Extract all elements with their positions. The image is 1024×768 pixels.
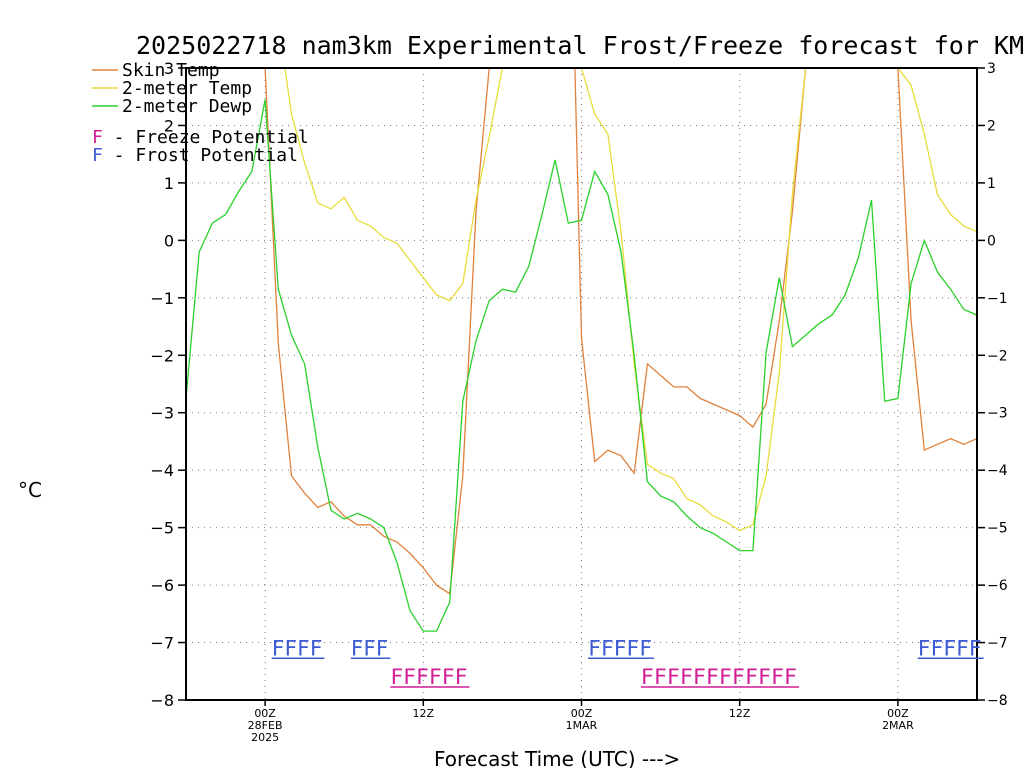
freeze-flag-text: FFFFFFFFFFFF bbox=[641, 665, 797, 689]
legend-skin-label: Skin Temp bbox=[122, 60, 220, 81]
freeze-flag-text: FFFFFF bbox=[390, 665, 467, 689]
y-tick-label-left: 0 bbox=[164, 231, 174, 250]
y-tick-label-right: −4 bbox=[987, 463, 1008, 479]
frost-flag-text: FFFF bbox=[272, 636, 323, 660]
y-tick-label-left: −2 bbox=[150, 346, 174, 365]
series-line-t2m bbox=[284, 68, 977, 532]
y-tick-label-right: −8 bbox=[987, 693, 1008, 709]
y-tick-label-right: −2 bbox=[987, 348, 1008, 364]
series-line-skin bbox=[264, 68, 977, 595]
y-tick-label-right: 0 bbox=[987, 233, 996, 249]
series-line-dew bbox=[186, 99, 977, 632]
frost-flag-text: FFFFF bbox=[588, 636, 652, 660]
x-tick-label: 12Z bbox=[729, 707, 751, 720]
y-tick-label-left: 1 bbox=[164, 174, 174, 193]
y-tick-label-right: −3 bbox=[987, 406, 1008, 422]
y-tick-label-left: 2 bbox=[164, 116, 174, 135]
legend-frost-label: F - Frost Potential bbox=[92, 145, 298, 166]
y-axis-label: °C bbox=[18, 478, 42, 502]
x-tick-date: 28FEB bbox=[248, 719, 283, 732]
y-tick-label-left: −3 bbox=[150, 404, 174, 423]
legend-dew-label: 2-meter Dewp bbox=[122, 96, 252, 117]
y-tick-label-left: −8 bbox=[150, 691, 174, 710]
frost-flag-text: FFFFF bbox=[918, 636, 982, 660]
frost-flag-text: FFF bbox=[351, 636, 389, 660]
y-tick-label-left: −5 bbox=[150, 519, 174, 538]
chart-title: 2025022718 nam3km Experimental Frost/Fre… bbox=[136, 31, 1024, 60]
y-tick-label-left: −6 bbox=[150, 576, 174, 595]
x-tick-label: 00Z bbox=[571, 707, 593, 720]
x-tick-date: 2MAR bbox=[882, 719, 914, 732]
y-tick-label-right: −6 bbox=[987, 578, 1008, 594]
y-tick-label-left: −1 bbox=[150, 289, 174, 308]
y-tick-label-left: 3 bbox=[164, 59, 174, 78]
y-tick-label-right: −7 bbox=[987, 636, 1008, 652]
y-tick-label-left: −7 bbox=[150, 634, 174, 653]
y-axis-left: −8 −7 −6 −5 −4 −3 −2 −1 0 1 2 3 bbox=[150, 59, 186, 710]
legend: Skin Temp 2-meter Temp 2-meter Dewp F - … bbox=[92, 60, 309, 166]
y-tick-label-left: −4 bbox=[150, 461, 174, 480]
legend-t2m-label: 2-meter Temp bbox=[122, 78, 252, 99]
legend-freeze-label: F - Freeze Potential bbox=[92, 127, 309, 148]
y-tick-label-right: 3 bbox=[987, 61, 996, 77]
x-tick-date: 1MAR bbox=[566, 719, 598, 732]
x-tick-label: 00Z bbox=[254, 707, 276, 720]
x-axis-label: Forecast Time (UTC) ---> bbox=[434, 747, 680, 768]
x-tick-year: 2025 bbox=[251, 731, 279, 744]
series-lines bbox=[186, 68, 977, 632]
y-axis-right: −8 −7 −6 −5 −4 −3 −2 −1 0 1 2 3 bbox=[977, 61, 1008, 709]
y-tick-label-right: 2 bbox=[987, 118, 996, 134]
y-tick-label-right: 1 bbox=[987, 176, 996, 192]
x-tick-label: 12Z bbox=[413, 707, 435, 720]
x-tick-label: 00Z bbox=[887, 707, 909, 720]
y-tick-label-right: −1 bbox=[987, 291, 1008, 307]
y-tick-label-right: −5 bbox=[987, 521, 1008, 537]
